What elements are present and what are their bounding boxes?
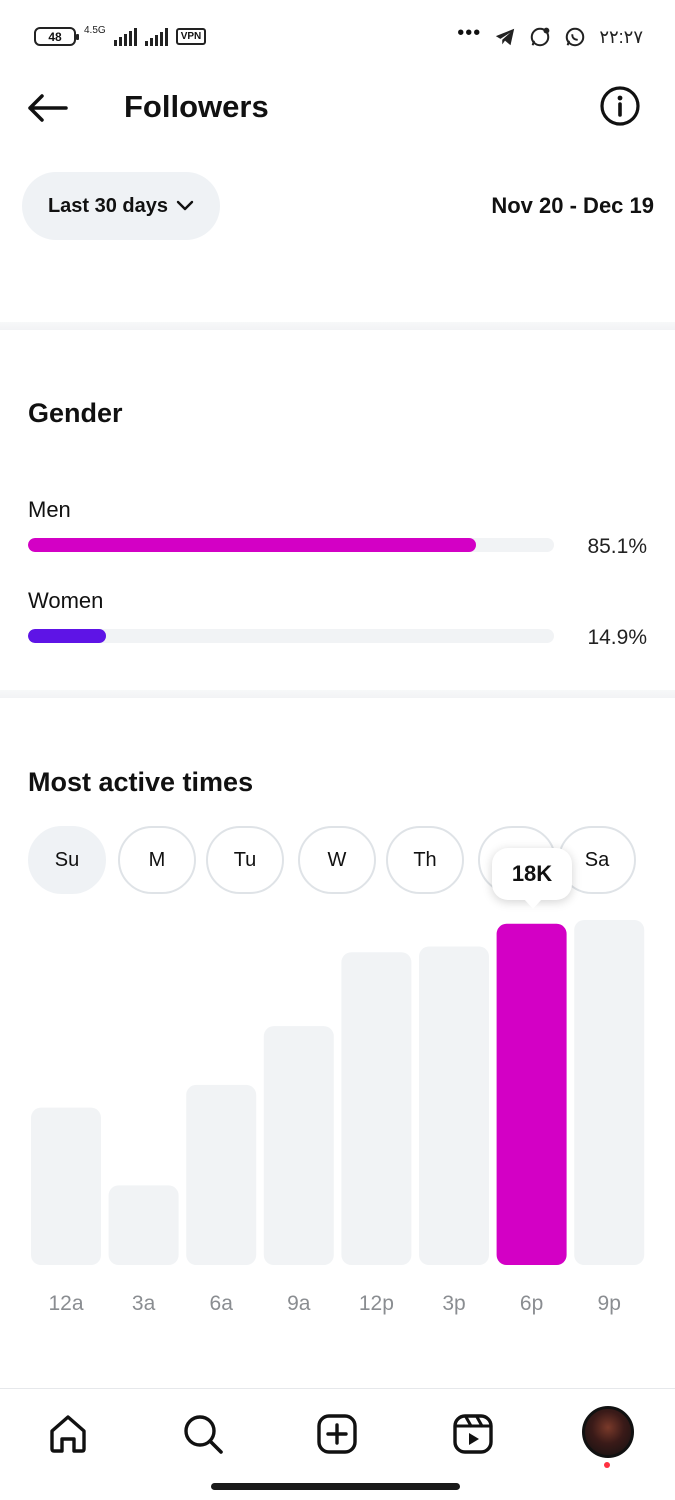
- chart-bar-9p[interactable]: [574, 920, 645, 1265]
- status-left: 48 4.5G VPN: [34, 24, 207, 46]
- info-circle-icon: [600, 86, 640, 126]
- profile-avatar[interactable]: [582, 1406, 634, 1458]
- chart-bar-12p[interactable]: [341, 952, 412, 1265]
- section-divider: [0, 690, 675, 698]
- clock: ۲۲:۲۷: [599, 26, 643, 47]
- chart-tick-label: 3p: [442, 1292, 465, 1315]
- status-right: ••• ۲۲:۲۷: [457, 22, 643, 48]
- page-title: Followers: [124, 89, 269, 124]
- date-range-dropdown[interactable]: Last 30 days: [22, 172, 220, 240]
- gender-bar-fill: [28, 538, 476, 552]
- status-bar: 48 4.5G VPN ••• ۲۲:۲۷: [0, 0, 675, 76]
- active-times-title: Most active times: [28, 767, 254, 797]
- gender-bar-fill: [28, 629, 107, 643]
- nav-search[interactable]: [180, 1411, 226, 1457]
- nav-reels[interactable]: [450, 1411, 496, 1457]
- chart-bar-12a[interactable]: [31, 1107, 101, 1265]
- chart-bar-3a[interactable]: [108, 1185, 179, 1265]
- arrow-left-icon: [28, 94, 68, 122]
- chart-bar-6p[interactable]: [496, 923, 567, 1265]
- home-icon: [50, 1415, 86, 1453]
- day-pill-su[interactable]: Su: [28, 826, 106, 894]
- day-pill-w[interactable]: W: [298, 826, 376, 894]
- gender-label: Men: [28, 497, 71, 522]
- reels-icon: [453, 1414, 493, 1454]
- whatsapp-icon: [564, 26, 586, 48]
- section-divider: [0, 322, 675, 330]
- gender-percent: 85.1%: [587, 535, 647, 558]
- date-range-text: Nov 20 - Dec 19: [491, 193, 654, 218]
- vpn-badge: VPN: [175, 28, 207, 45]
- chart-tick-label: 12a: [48, 1292, 83, 1315]
- bottom-nav: [0, 1388, 675, 1500]
- chart-bar-6a[interactable]: [186, 1084, 257, 1265]
- date-range-dropdown-label: Last 30 days: [47, 194, 169, 217]
- gender-title: Gender: [28, 398, 123, 428]
- active-times-chart: 12a 3a 6a 9a 12p 3p 6p 9p: [31, 920, 645, 1315]
- nav-home[interactable]: [45, 1411, 91, 1457]
- network-type-label: 4.5G: [84, 24, 106, 36]
- chart-bar-3p[interactable]: [419, 946, 489, 1265]
- chart-tick-label: 3a: [132, 1292, 156, 1315]
- gender-bar-track: [28, 629, 554, 643]
- telegram-icon: [494, 26, 516, 48]
- chevron-down-icon: [176, 200, 194, 211]
- header: Followers: [0, 76, 675, 140]
- info-button[interactable]: [599, 85, 641, 127]
- chart-tick-label: 6a: [210, 1292, 234, 1315]
- gender-bar-track: [28, 538, 554, 552]
- chart-tick-label: 12p: [359, 1292, 394, 1315]
- more-notifications-icon: •••: [457, 22, 482, 44]
- create-icon: [317, 1414, 357, 1454]
- whatsapp-business-icon: [529, 26, 551, 48]
- back-button[interactable]: [26, 88, 70, 128]
- day-pill-m[interactable]: M: [118, 826, 196, 894]
- day-pill-th[interactable]: Th: [386, 826, 464, 894]
- notification-dot: [604, 1462, 610, 1468]
- nav-create[interactable]: [314, 1411, 360, 1457]
- bar-value-tooltip: 18K: [492, 848, 572, 909]
- signal-icon: [113, 27, 137, 46]
- day-pill-tu[interactable]: Tu: [206, 826, 284, 894]
- search-icon: [184, 1415, 223, 1454]
- chart-tick-label: 6p: [520, 1292, 543, 1315]
- gender-label: Women: [28, 588, 104, 613]
- chart-bar-9a[interactable]: [263, 1026, 334, 1265]
- gender-percent: 14.9%: [587, 626, 647, 649]
- battery-icon: 48: [34, 27, 79, 46]
- chart-tick-label: 9a: [287, 1292, 311, 1315]
- chart-tick-label: 9p: [598, 1292, 621, 1315]
- home-indicator: [211, 1483, 460, 1490]
- signal-icon-2: [144, 27, 168, 46]
